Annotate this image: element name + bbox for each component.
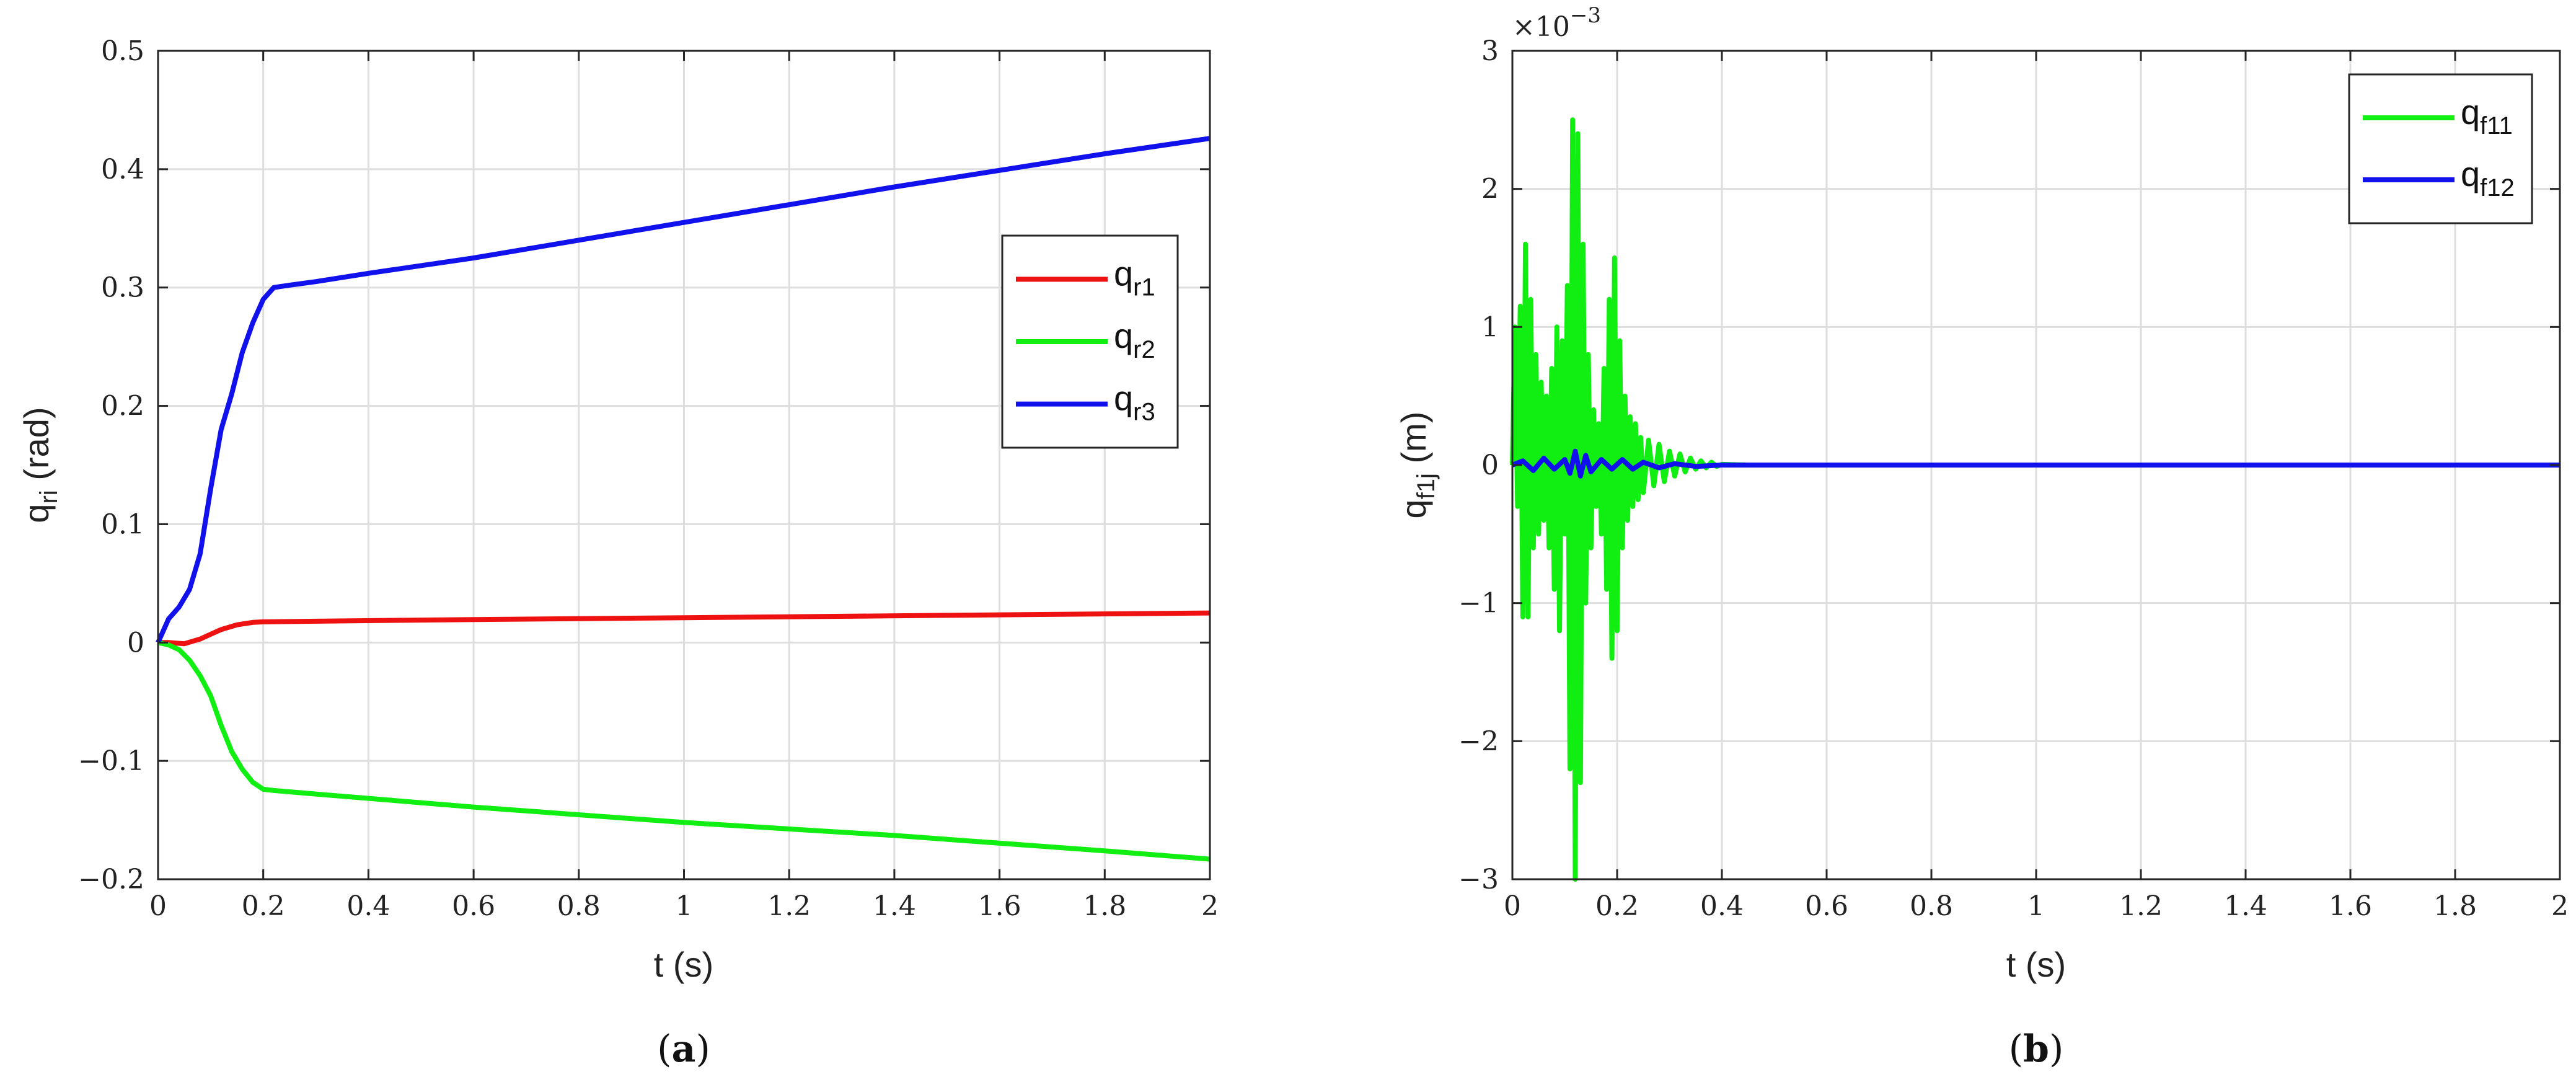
chart-b-xtick-label: 1.4 <box>2224 890 2267 922</box>
chart-a-legend-label-r1: qr1 <box>1114 254 1155 301</box>
chart-b-xtick-label: 1.2 <box>2119 890 2163 922</box>
chart-b-legend-label-sub: f12 <box>2480 174 2515 202</box>
chart-a-ytick-label: 0.1 <box>101 508 144 540</box>
chart-b-xtick-label: 1.6 <box>2329 890 2372 922</box>
chart-b-legend-label-sub: f11 <box>2480 112 2513 140</box>
chart-b-ytick-label: −1 <box>1458 588 1499 619</box>
chart-b-series <box>1510 117 2560 882</box>
chart-b-ylabel: qf1j (m) <box>1394 412 1440 519</box>
chart-b-xtick-label: 0 <box>1504 890 1521 922</box>
chart-a-ylabel-sub: ri <box>35 490 63 503</box>
chart-a-xtick-label: 0.4 <box>346 890 390 922</box>
chart-b-legend-box <box>2348 73 2533 224</box>
chart-b-ytick-label: −2 <box>1458 725 1499 757</box>
chart-a-legend-label-r3: qr3 <box>1114 379 1155 426</box>
chart-b-ytick-label: 1 <box>1481 311 1499 343</box>
chart-a-ytick-label: 0.3 <box>101 272 144 304</box>
chart-b-legend-label-main: q <box>2461 154 2480 193</box>
chart-a-series-r1-line <box>158 610 1211 647</box>
chart-b-xtick-label: 0.4 <box>1700 890 1744 922</box>
chart-b-legend-label-f12: qf12 <box>2461 154 2515 202</box>
chart-a-xtick-label: 1 <box>676 890 693 922</box>
chart-a-series-r2-line <box>157 640 1211 862</box>
chart-a-ytick-label: 0.2 <box>101 391 144 422</box>
chart-a-xlabel: t (s) <box>654 945 713 984</box>
panel-caption-a: (a) <box>657 1027 710 1071</box>
chart-b: 0 0.2 0.4 0.6 0.8 1 1.2 1.4 1.6 1.8 2 −3 −2 −1 0 1 2 3 t … <box>1394 3 2569 984</box>
chart-a-ylabel: qri (rad) <box>17 407 63 523</box>
chart-a-legend-label-main: q <box>1114 379 1133 418</box>
chart-a-legend-label-sub: r2 <box>1133 336 1155 363</box>
chart-b-ylabel-main: q <box>1394 499 1433 518</box>
chart-b-xtick-label: 1 <box>2027 890 2045 922</box>
chart-a-xtick-label: 0 <box>149 890 167 922</box>
chart-b-ytick-label: 0 <box>1481 450 1499 481</box>
chart-a-ylabel-main: q <box>17 503 56 523</box>
chart-b-xtick-label: 0.2 <box>1595 890 1639 922</box>
chart-b-xtick-label: 2 <box>2551 890 2569 922</box>
chart-b-legend-label-main: q <box>2461 92 2480 131</box>
chart-a-xtick-label: 1.2 <box>767 890 811 922</box>
chart-b-series-f12-line <box>1511 448 2560 479</box>
chart-b-ticks: 0 0.2 0.4 0.6 0.8 1 1.2 1.4 1.6 1.8 2 −3 −2 −1 0 1 2 3 <box>1458 35 2569 922</box>
chart-b-ytick-label: 2 <box>1481 174 1499 205</box>
chart-a-xtick-label: 0.8 <box>557 890 601 922</box>
chart-a-xtick-label: 0.6 <box>452 890 495 922</box>
chart-a-ytick-label: 0.5 <box>101 35 144 67</box>
chart-a-ticks: 0 0.2 0.4 0.6 0.8 1 1.2 1.4 1.6 1.8 2 −0.2 −0.1 0 0.1 0… <box>78 35 1219 922</box>
chart-a-legend-label-r2: qr2 <box>1114 316 1155 363</box>
panel-caption-b-close: ) <box>2049 1027 2063 1071</box>
chart-b-exponent-label: ×10−3 <box>1512 3 1601 43</box>
chart-b-exponent-power: −3 <box>1570 3 1601 28</box>
chart-a-ytick-label: 0 <box>127 627 144 659</box>
chart-b-series-f11-line <box>1510 117 2560 882</box>
panel-caption-a-letter: a <box>672 1027 696 1071</box>
panel-caption-b: (b) <box>2009 1027 2064 1071</box>
panel-caption-b-letter: b <box>2023 1027 2049 1071</box>
chart-b-xlabel: t (s) <box>2006 945 2066 984</box>
chart-a-legend-label-sub: r3 <box>1133 399 1155 426</box>
chart-a: 0 0.2 0.4 0.6 0.8 1 1.2 1.4 1.6 1.8 2 −0.2 −0.1 0 0.1 0… <box>17 35 1219 984</box>
chart-a-xtick-label: 1.4 <box>873 890 916 922</box>
chart-a-grid <box>158 51 1210 879</box>
chart-b-ylabel-unit: (m) <box>1394 412 1433 474</box>
chart-b-ytick-label: 3 <box>1481 35 1499 67</box>
chart-a-ylabel-unit: (rad) <box>17 407 56 490</box>
chart-b-legend-label-f11: qf11 <box>2461 92 2513 140</box>
chart-a-xtick-label: 0.2 <box>242 890 285 922</box>
chart-a-ytick-label: −0.2 <box>78 864 144 895</box>
chart-a-legend-label-sub: r1 <box>1133 273 1155 301</box>
panel-caption-a-open: ( <box>657 1027 671 1071</box>
panel-caption-a-close: ) <box>695 1027 710 1071</box>
chart-a-xtick-label: 1.6 <box>978 890 1021 922</box>
chart-b-xtick-label: 1.8 <box>2433 890 2477 922</box>
chart-a-series <box>156 136 1211 862</box>
chart-b-ytick-label: −3 <box>1458 864 1499 895</box>
chart-b-xtick-label: 0.6 <box>1805 890 1848 922</box>
chart-b-exponent-base: ×10 <box>1512 11 1570 43</box>
chart-b-xtick-label: 0.8 <box>1910 890 1953 922</box>
chart-a-ytick-label: 0.4 <box>101 154 144 185</box>
chart-a-series-r3-line <box>156 136 1211 644</box>
chart-a-legend-label-main: q <box>1114 316 1133 355</box>
chart-a-ytick-label: −0.1 <box>78 745 144 777</box>
chart-a-legend-label-main: q <box>1114 254 1133 293</box>
chart-a-xtick-label: 1.8 <box>1083 890 1126 922</box>
chart-a-xtick-label: 2 <box>1201 890 1219 922</box>
chart-b-ylabel-sub: f1j <box>1413 473 1440 499</box>
panel-caption-b-open: ( <box>2009 1027 2023 1071</box>
